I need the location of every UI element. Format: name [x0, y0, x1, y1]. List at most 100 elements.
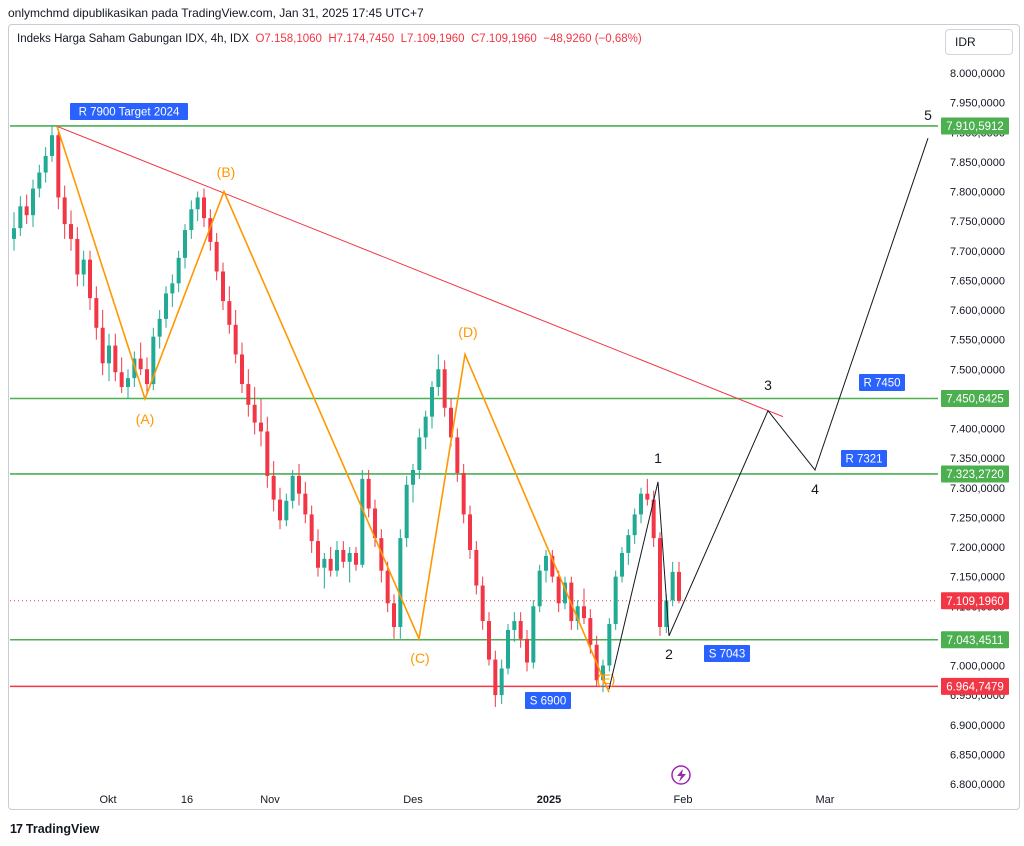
wave-label-orange: (B): [217, 164, 236, 180]
candle-body: [145, 369, 149, 385]
currency-selector[interactable]: IDR: [945, 29, 1013, 55]
price-tag: 7.450,6425: [946, 393, 1004, 405]
x-tick-label: Nov: [260, 794, 280, 806]
candle-body: [303, 493, 308, 515]
candle-body: [531, 606, 536, 663]
candle-body: [233, 324, 238, 355]
candle-body: [316, 541, 320, 568]
candle-body: [449, 407, 453, 438]
candle-body: [556, 576, 561, 604]
candle-body: [544, 555, 548, 571]
candle-body: [398, 538, 403, 627]
candle-body: [31, 188, 35, 216]
candle-body: [202, 197, 206, 219]
x-tick-label: Mar: [816, 794, 835, 806]
candle-body: [119, 372, 124, 388]
y-tick-label: 7.700,0000: [950, 246, 1005, 258]
event-icon: [671, 765, 691, 785]
candle-body: [626, 535, 631, 553]
lightning-icon: [677, 769, 686, 782]
candle-body: [221, 271, 225, 302]
symbol-name: Indeks Harga Saham Gabungan IDX, 4h, IDX: [17, 33, 250, 45]
price-tag: 6.964,7479: [946, 681, 1004, 693]
candle-body: [354, 552, 358, 565]
candle-body: [37, 172, 42, 189]
wave-label-orange: (C): [410, 650, 429, 666]
y-tick-label: 7.400,0000: [950, 424, 1005, 436]
candle-body: [75, 238, 80, 275]
candle-body: [170, 283, 175, 294]
label-s7043-bg: [704, 645, 750, 662]
candle-body: [252, 404, 257, 423]
candle-body: [360, 478, 365, 565]
candle-body: [138, 358, 143, 370]
x-tick-label: Feb: [674, 794, 693, 806]
candle-body: [588, 618, 593, 645]
candle-body: [468, 514, 472, 550]
candle-body: [309, 514, 314, 542]
candle-body: [385, 570, 390, 604]
y-tick-label: 7.250,0000: [950, 512, 1005, 524]
candle-body: [613, 576, 618, 625]
price-tag-bg: [941, 389, 1009, 407]
candle-body: [442, 369, 447, 408]
y-tick-label: 7.650,0000: [950, 275, 1005, 287]
y-tick-label: 7.500,0000: [950, 364, 1005, 376]
candle-body: [411, 469, 415, 485]
x-tick-label: Des: [403, 794, 423, 806]
candle-body: [366, 478, 371, 509]
y-tick-label: 7.550,0000: [950, 335, 1005, 347]
candle-body: [328, 558, 333, 571]
tv-logo-icon: 17: [10, 822, 23, 836]
candle-body: [240, 354, 244, 385]
candle-body: [183, 230, 187, 258]
candle-body: [512, 621, 517, 630]
candle-body: [670, 571, 675, 601]
candle-body: [81, 259, 86, 275]
candle-body: [24, 206, 29, 216]
wave-label-projection: 4: [811, 481, 819, 497]
candle-body: [341, 549, 346, 562]
candle-body: [69, 224, 73, 239]
candle-body: [423, 416, 428, 438]
candle-body: [164, 293, 168, 319]
label-r7321-bg: [841, 450, 887, 467]
candle-body: [100, 327, 105, 364]
candle-body: [474, 549, 479, 586]
candle-body: [487, 621, 491, 660]
candle-body: [62, 197, 67, 225]
ohlc-low: L7.109,1960: [400, 33, 465, 45]
candle-body: [582, 606, 586, 619]
candle-body: [373, 508, 377, 539]
candle-body: [151, 336, 156, 385]
label-r7450: R 7450: [863, 378, 900, 390]
candle-body: [246, 384, 251, 405]
candle-body: [290, 475, 295, 501]
y-tick-label: 7.750,0000: [950, 216, 1005, 228]
last-price-tag: 7.109,1960: [946, 596, 1004, 608]
y-tick-label: 7.600,0000: [950, 305, 1005, 317]
y-tick-label: 6.900,0000: [950, 720, 1005, 732]
wave-label-projection: 5: [924, 107, 932, 123]
candle-body: [157, 318, 162, 337]
candle-body: [227, 301, 232, 325]
y-tick-label: 6.850,0000: [950, 749, 1005, 761]
candle-body: [56, 135, 61, 198]
candle-body: [436, 369, 441, 388]
candle-body: [189, 209, 194, 231]
wave-label-orange: (D): [458, 324, 477, 340]
ohlc-close: C7.109,1960: [470, 33, 537, 45]
y-tick-label: 8.000,0000: [950, 68, 1005, 80]
candle-body: [284, 500, 289, 521]
candle-body: [113, 345, 118, 373]
candle-body: [43, 155, 48, 173]
candle-body: [18, 206, 23, 229]
tradingview-logo: 17 TradingView: [10, 822, 99, 836]
wave-label-projection: 3: [764, 377, 772, 393]
y-tick-label: 7.300,0000: [950, 483, 1005, 495]
label-s6900: S 6900: [530, 696, 566, 708]
candle-body: [493, 659, 498, 696]
candle-body: [176, 257, 181, 284]
ohlc-high: H7.174,7450: [328, 33, 395, 45]
